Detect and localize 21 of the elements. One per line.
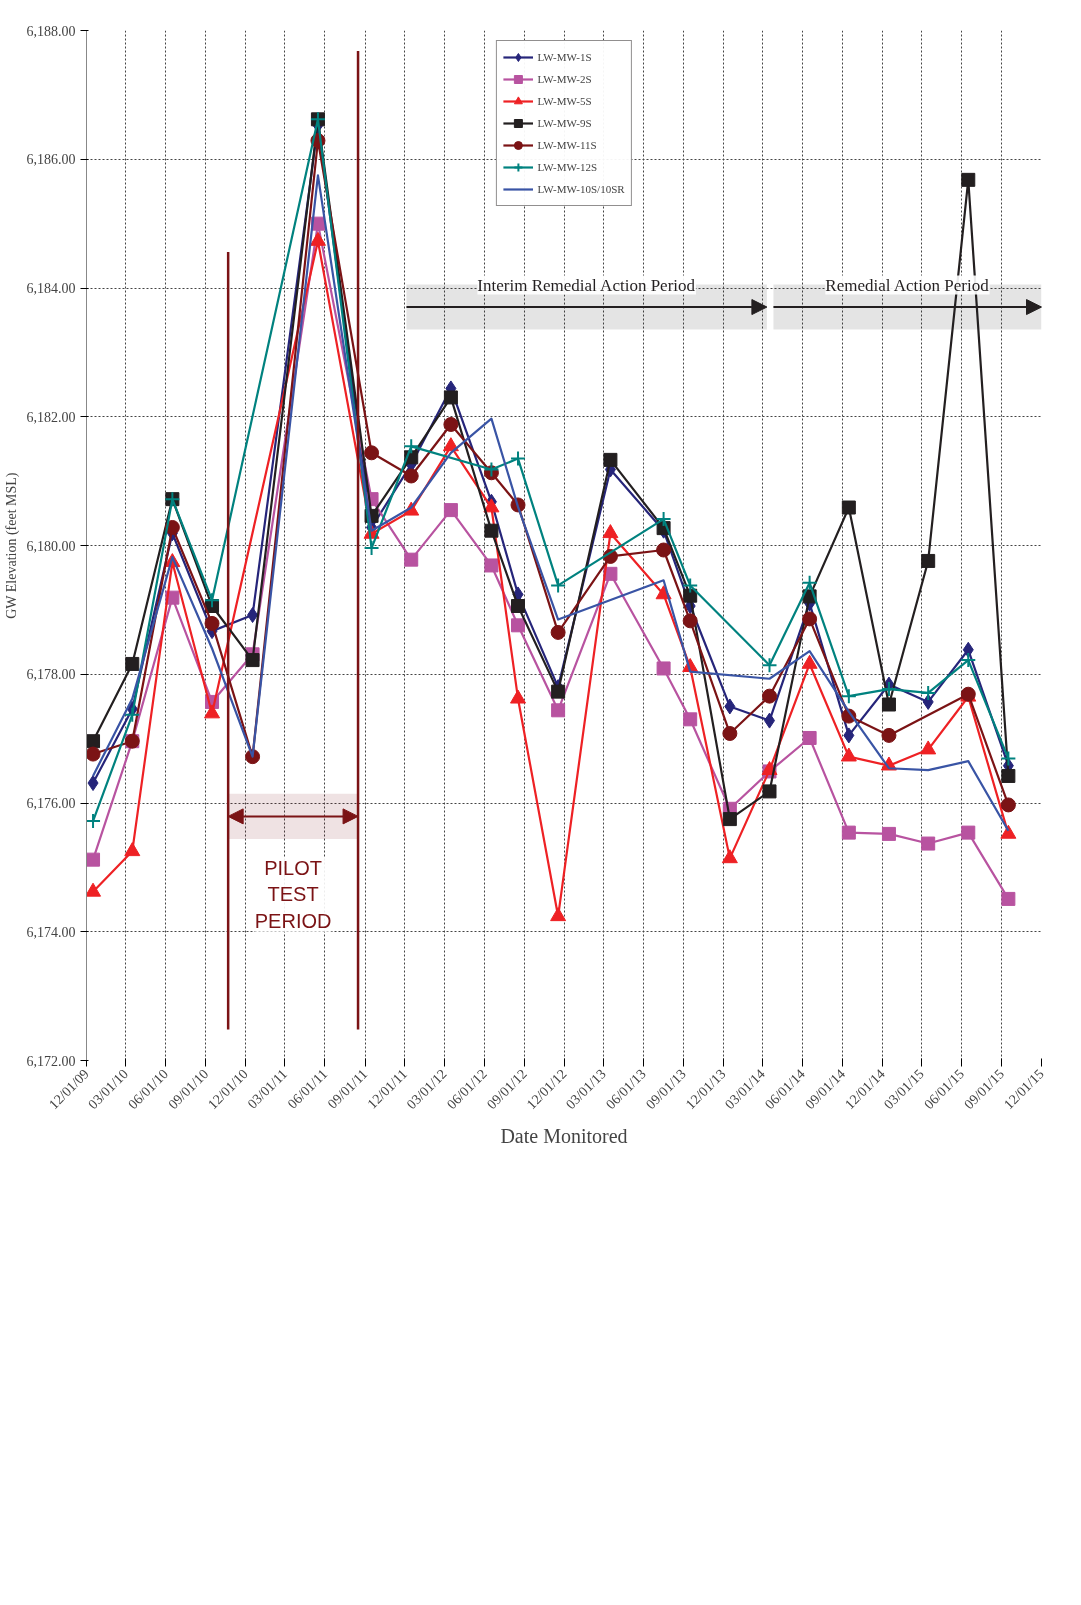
y-tick-label: 6,188.00: [26, 23, 76, 39]
legend-label: LW-MW-12S: [537, 161, 598, 173]
legend-label: LW-MW-2S: [537, 73, 592, 85]
y-tick-label: 6,180.00: [26, 538, 76, 554]
y-tick-label: 6,186.00: [26, 152, 76, 168]
y-tick-label: 6,182.00: [26, 409, 76, 425]
band-label: Remedial Action Period: [825, 275, 990, 295]
y-tick-label: 6,178.00: [26, 667, 76, 683]
legend-label: LW-MW-10S/10SR: [537, 183, 625, 195]
x-axis-title: Date Monitored: [500, 1125, 628, 1148]
legend-label: LW-MW-1S: [537, 51, 592, 63]
band-label: PILOT TEST PERIOD: [254, 856, 332, 932]
y-tick-label: 6,184.00: [26, 281, 76, 296]
legend-label: LW-MW-9S: [537, 117, 592, 129]
y-tick-label: 6,172.00: [26, 1053, 76, 1069]
y-tick-label: 6,176.00: [26, 796, 76, 811]
band-label: Interim Remedial Action Period: [477, 275, 696, 295]
y-tick-label: 6,174.00: [26, 924, 76, 940]
y-axis-title: GW Elevation (feet MSL): [3, 472, 20, 619]
legend-label: LW-MW-11S: [537, 139, 597, 151]
legend-label: LW-MW-5S: [537, 95, 592, 107]
